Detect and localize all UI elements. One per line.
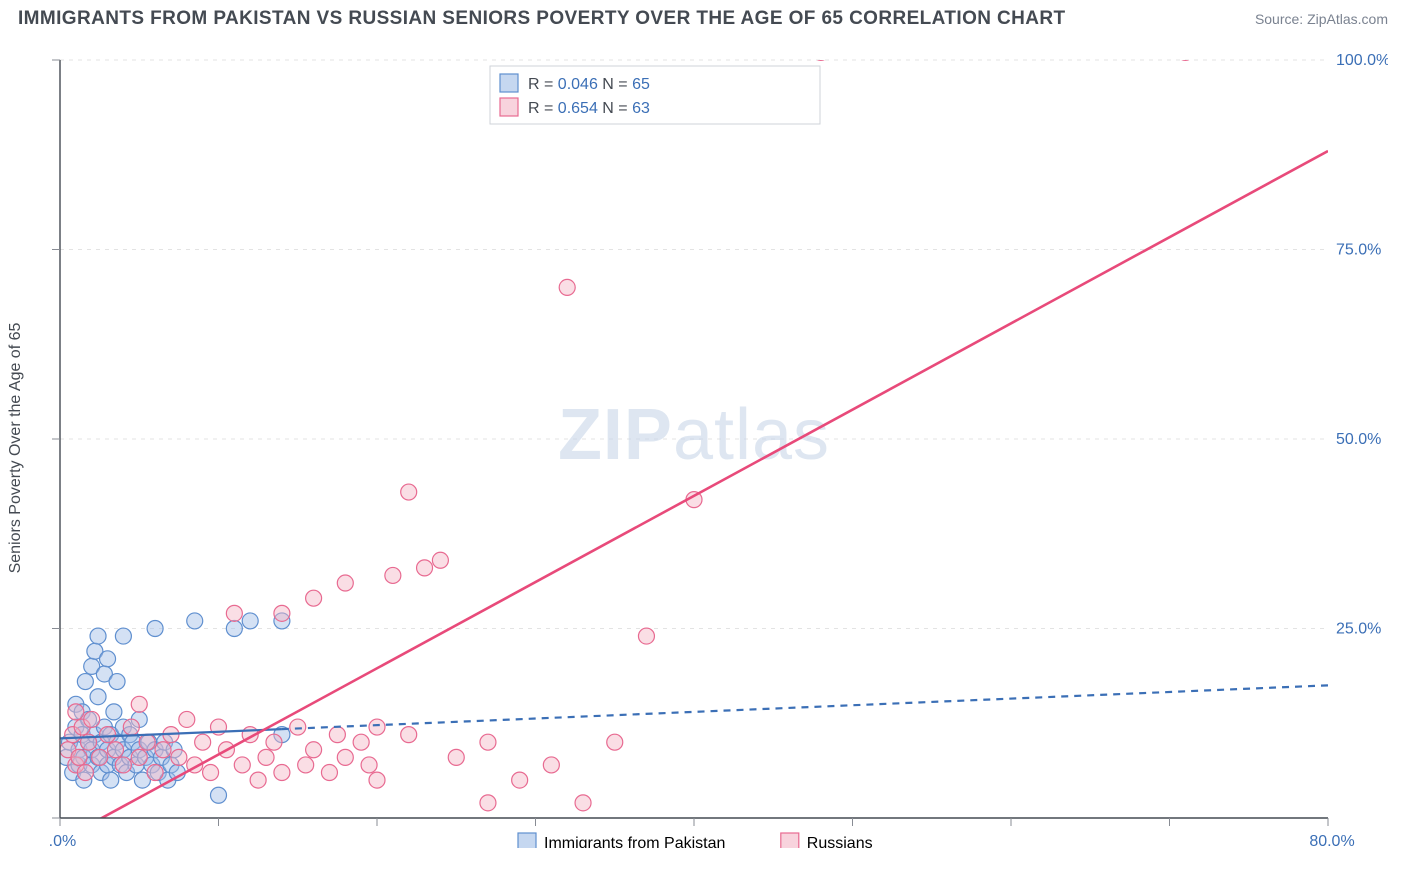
data-point xyxy=(147,621,163,637)
y-axis-label: Seniors Poverty Over the Age of 65 xyxy=(7,323,25,574)
data-point xyxy=(131,696,147,712)
trend-line-dashed xyxy=(282,685,1328,729)
data-point xyxy=(290,719,306,735)
data-point xyxy=(226,605,242,621)
data-point xyxy=(1177,48,1193,60)
data-point xyxy=(258,749,274,765)
data-point xyxy=(109,674,125,690)
data-point xyxy=(361,757,377,773)
trend-line xyxy=(60,151,1328,841)
legend-swatch xyxy=(500,98,518,116)
data-point xyxy=(480,795,496,811)
source-label: Source: ZipAtlas.com xyxy=(1255,11,1388,27)
x-tick-label: 0.0% xyxy=(48,833,76,848)
plot-area: Seniors Poverty Over the Age of 65 ZIPat… xyxy=(48,48,1388,848)
data-point xyxy=(607,734,623,750)
data-point xyxy=(147,765,163,781)
data-point xyxy=(115,628,131,644)
legend-label: Immigrants from Pakistan xyxy=(544,835,725,848)
legend-stat: R = 0.046 N = 65 xyxy=(528,76,650,93)
data-point xyxy=(100,727,116,743)
data-point xyxy=(274,605,290,621)
y-tick-label: 75.0% xyxy=(1336,242,1381,259)
data-point xyxy=(559,279,575,295)
data-point xyxy=(139,734,155,750)
data-point xyxy=(306,590,322,606)
data-point xyxy=(106,704,122,720)
data-point xyxy=(266,734,282,750)
data-point xyxy=(171,749,187,765)
data-point xyxy=(92,749,108,765)
y-tick-label: 100.0% xyxy=(1336,52,1388,69)
watermark: ZIPatlas xyxy=(558,395,830,475)
data-point xyxy=(274,765,290,781)
data-point xyxy=(401,727,417,743)
data-point xyxy=(100,651,116,667)
data-point xyxy=(195,734,211,750)
data-point xyxy=(155,742,171,758)
data-point xyxy=(321,765,337,781)
data-point xyxy=(575,795,591,811)
data-point xyxy=(90,689,106,705)
legend-swatch xyxy=(781,833,799,848)
legend-stat: R = 0.654 N = 63 xyxy=(528,100,650,117)
data-point xyxy=(242,613,258,629)
y-tick-label: 25.0% xyxy=(1336,621,1381,638)
data-point xyxy=(250,772,266,788)
data-point xyxy=(77,674,93,690)
data-point xyxy=(369,719,385,735)
data-point xyxy=(448,749,464,765)
data-point xyxy=(107,742,123,758)
data-point xyxy=(329,727,345,743)
data-point xyxy=(306,742,322,758)
data-point xyxy=(211,787,227,803)
data-point xyxy=(123,719,139,735)
data-point xyxy=(77,765,93,781)
data-point xyxy=(226,621,242,637)
data-point xyxy=(543,757,559,773)
x-tick-label: 80.0% xyxy=(1309,833,1354,848)
data-point xyxy=(68,704,84,720)
data-point xyxy=(71,749,87,765)
data-point xyxy=(353,734,369,750)
data-point xyxy=(638,628,654,644)
data-point xyxy=(203,765,219,781)
data-point xyxy=(337,749,353,765)
data-point xyxy=(432,552,448,568)
legend-label: Russians xyxy=(807,835,873,848)
data-point xyxy=(480,734,496,750)
data-point xyxy=(234,757,250,773)
y-tick-label: 50.0% xyxy=(1336,431,1381,448)
data-point xyxy=(813,48,829,60)
data-point xyxy=(90,628,106,644)
data-point xyxy=(131,749,147,765)
data-point xyxy=(84,711,100,727)
data-point xyxy=(187,613,203,629)
data-point xyxy=(385,567,401,583)
data-point xyxy=(401,484,417,500)
data-point xyxy=(417,560,433,576)
legend-swatch xyxy=(500,74,518,92)
data-point xyxy=(179,711,195,727)
data-point xyxy=(337,575,353,591)
data-point xyxy=(369,772,385,788)
data-point xyxy=(115,757,131,773)
data-point xyxy=(103,772,119,788)
data-point xyxy=(512,772,528,788)
data-point xyxy=(298,757,314,773)
correlation-chart: ZIPatlas 0.0% 80.0% 25.0% 50.0% 75.0% 100.0% R … xyxy=(48,48,1388,848)
chart-title: IMMIGRANTS FROM PAKISTAN VS RUSSIAN SENI… xyxy=(18,8,1066,30)
legend-swatch xyxy=(518,833,536,848)
